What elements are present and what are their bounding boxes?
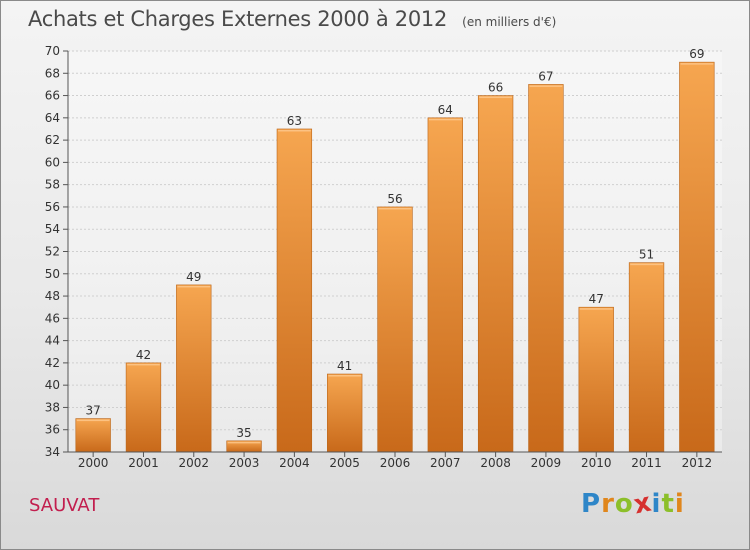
y-tick-label: 56 xyxy=(45,200,60,214)
x-tick-label: 2003 xyxy=(229,456,260,470)
x-tick-label: 2007 xyxy=(430,456,461,470)
logo-letter: r xyxy=(601,489,615,519)
title-main: Achats et Charges Externes 2000 à 2012 xyxy=(28,7,448,31)
bar-highlight xyxy=(579,308,613,310)
y-tick-label: 66 xyxy=(45,89,60,103)
y-tick-label: 68 xyxy=(45,66,60,80)
y-tick-label: 42 xyxy=(45,356,60,370)
logo-letter: i xyxy=(651,489,662,519)
bar xyxy=(628,262,665,453)
bar xyxy=(125,362,162,453)
bar-highlight xyxy=(378,207,412,210)
y-tick-label: 34 xyxy=(45,445,60,459)
proxiti-logo: Proxiti xyxy=(581,487,685,520)
bar xyxy=(578,306,614,453)
bar-highlight xyxy=(278,129,311,132)
y-axis: 34 36 38 40 42 44 46 48 50 52 54 56 58 60 62 64 66 68 70 xyxy=(45,44,69,459)
y-tick-label: 54 xyxy=(45,222,60,236)
bar-highlight xyxy=(227,441,261,444)
bar xyxy=(276,128,313,453)
x-tick-label: 2012 xyxy=(682,456,713,470)
y-tick-label: 58 xyxy=(45,178,60,192)
data-label: 56 xyxy=(387,192,402,206)
bar-highlight xyxy=(177,285,211,288)
x-tick-label: 2009 xyxy=(531,456,562,470)
x-tick-label: 2008 xyxy=(480,456,511,470)
x-tick-label: 2005 xyxy=(329,456,360,470)
bar xyxy=(176,284,212,453)
bars: 37 42 49 35 63 41 56 64 66 67 47 51 69 xyxy=(75,47,715,453)
y-tick-label: 50 xyxy=(45,267,60,281)
bar-highlight xyxy=(428,118,462,121)
logo-letter: o xyxy=(614,489,634,519)
bar-highlight xyxy=(127,363,160,366)
y-tick-label: 40 xyxy=(45,378,60,392)
logo-letter: t xyxy=(661,489,675,519)
y-tick-label: 64 xyxy=(45,111,60,125)
bar-highlight xyxy=(328,375,362,377)
data-label: 64 xyxy=(438,103,453,117)
bar-highlight xyxy=(529,85,563,87)
data-label: 51 xyxy=(639,248,654,262)
data-label: 49 xyxy=(186,270,201,284)
chart-title: Achats et Charges Externes 2000 à 2012 (… xyxy=(28,7,556,31)
x-tick-label: 2011 xyxy=(631,456,662,470)
data-label: 47 xyxy=(589,292,604,306)
bar xyxy=(679,61,715,453)
y-tick-label: 36 xyxy=(45,423,60,437)
bar xyxy=(75,418,111,453)
bar xyxy=(427,117,463,453)
logo-letter: i xyxy=(674,489,685,519)
y-tick-label: 60 xyxy=(45,155,60,169)
title-unit: (en milliers d'€) xyxy=(462,15,557,29)
data-label: 66 xyxy=(488,81,503,95)
x-tick-label: 2001 xyxy=(128,456,159,470)
data-label: 63 xyxy=(287,114,302,128)
x-tick-label: 2000 xyxy=(78,456,109,470)
y-tick-label: 70 xyxy=(45,44,60,58)
x-tick-label: 2004 xyxy=(279,456,310,470)
bar xyxy=(477,95,514,453)
bar-highlight xyxy=(76,419,110,422)
bar xyxy=(377,206,413,453)
bar xyxy=(327,373,363,453)
y-tick-label: 48 xyxy=(45,289,60,303)
y-tick-label: 52 xyxy=(45,245,60,259)
x-axis: 2000 2001 2002 2003 2004 2005 2006 2007 2008 2009… xyxy=(68,451,722,470)
bar xyxy=(528,84,564,453)
y-tick-label: 62 xyxy=(45,133,60,147)
x-tick-label: 2006 xyxy=(380,456,411,470)
data-label: 35 xyxy=(236,426,251,440)
logo-letter: P xyxy=(581,489,602,519)
y-tick-label: 38 xyxy=(45,400,60,414)
y-tick-label: 44 xyxy=(45,334,60,348)
y-tick-label: 46 xyxy=(45,311,60,325)
bar-highlight xyxy=(630,263,663,266)
data-label: 37 xyxy=(86,404,101,418)
data-label: 69 xyxy=(689,47,704,61)
city-name: SAUVAT xyxy=(29,495,100,516)
bar-highlight xyxy=(479,96,512,99)
x-tick-label: 2002 xyxy=(178,456,209,470)
x-tick-label: 2010 xyxy=(581,456,612,470)
data-label: 42 xyxy=(136,348,151,362)
data-label: 41 xyxy=(337,359,352,373)
bar-highlight xyxy=(680,63,714,65)
data-label: 67 xyxy=(538,69,553,83)
